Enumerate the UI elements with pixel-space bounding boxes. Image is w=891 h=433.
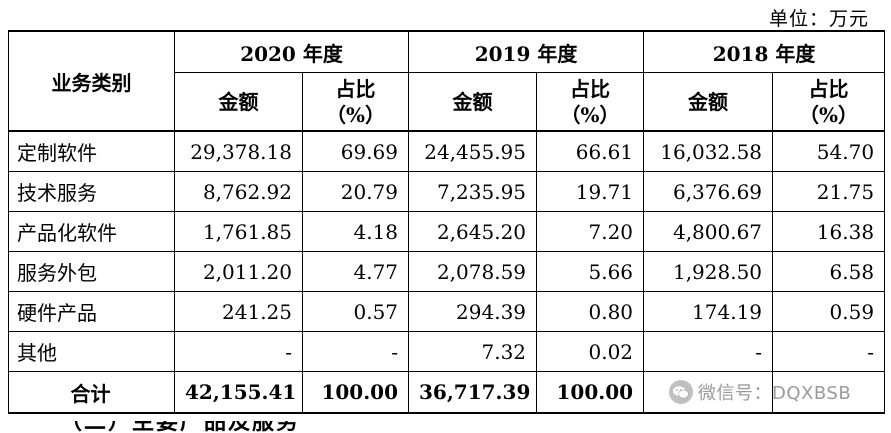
row-label: 服务外包 [8, 251, 175, 292]
year-header-2018: 2018 年度 [643, 30, 886, 73]
ratio-cell: 54.70 [772, 130, 886, 172]
ratio-header-line1: 占比 [570, 76, 611, 101]
year-header-row: 业务类别 2020 年度 2019 年度 2018 年度 [8, 30, 886, 132]
total-ratio-cell: 100.00 [301, 371, 410, 414]
ratio-cell: 5.66 [536, 251, 645, 292]
amount-cell: 8,762.92 [174, 171, 303, 212]
table-row: 硬件产品 241.25 0.57 294.39 0.80 174.19 0.59 [8, 291, 886, 332]
ratio-header-line1: 占比 [335, 76, 376, 101]
next-section-heading: （二）主要产品及服务 [60, 421, 300, 433]
next-section-heading-cutoff: （二）主要产品及服务 [60, 421, 300, 433]
ratio-header: 占比 （%） [536, 72, 645, 132]
table-row: 服务外包 2,011.20 4.77 2,078.59 5.66 1,928.5… [8, 251, 886, 292]
ratio-cell: 0.80 [536, 291, 645, 332]
table-row: 产品化软件 1,761.85 4.18 2,645.20 7.20 4,800.… [8, 211, 886, 252]
ratio-header-line1: 占比 [808, 76, 849, 101]
ratio-cell: 19.71 [536, 171, 645, 212]
total-amount-cell: 36,717.39 [408, 371, 538, 414]
ratio-header: 占比 （%） [301, 72, 410, 132]
ratio-header-line2: （%） [326, 102, 386, 127]
total-label: 合计 [8, 371, 175, 414]
amount-cell: 6,376.69 [643, 171, 774, 212]
total-row: 合计 42,155.41 100.00 36,717.39 100.00 [8, 371, 886, 414]
amount-cell: 16,032.58 [643, 130, 774, 172]
amount-cell: 2,645.20 [408, 211, 538, 252]
year-header-2020: 2020 年度 [173, 30, 410, 73]
ratio-cell: 16.38 [772, 211, 886, 252]
amount-cell: 7,235.95 [408, 171, 538, 212]
ratio-cell: 69.69 [301, 130, 410, 172]
ratio-cell: - [301, 331, 410, 372]
row-label: 技术服务 [8, 171, 175, 212]
table-row: 其他 - - 7.32 0.02 - - [8, 331, 886, 372]
total-ratio-cell: 100.00 [536, 371, 645, 414]
table-row: 技术服务 8,762.92 20.79 7,235.95 19.71 6,376… [8, 171, 886, 212]
amount-cell: 2,078.59 [408, 251, 538, 292]
row-label: 其他 [8, 331, 175, 372]
category-header: 业务类别 [8, 30, 175, 132]
table-row: 定制软件 29,378.18 69.69 24,455.95 66.61 16,… [8, 130, 886, 172]
amount-cell: 24,455.95 [408, 130, 538, 172]
ratio-cell: 6.58 [772, 251, 886, 292]
ratio-header: 占比 （%） [772, 72, 886, 132]
ratio-cell: 7.20 [536, 211, 645, 252]
amount-cell: - [174, 331, 303, 372]
ratio-cell: 0.57 [301, 291, 410, 332]
row-label: 定制软件 [8, 130, 175, 172]
ratio-cell: 4.18 [301, 211, 410, 252]
revenue-table: 业务类别 2020 年度 2019 年度 2018 年度 金额 占比 （%） 金额… [8, 30, 886, 414]
ratio-cell: 0.02 [536, 331, 645, 372]
total-amount-cell: 42,155.41 [174, 371, 303, 414]
amount-header: 金额 [643, 72, 774, 132]
amount-cell: 29,378.18 [174, 130, 303, 172]
amount-cell: 174.19 [643, 291, 774, 332]
ratio-cell: 4.77 [301, 251, 410, 292]
ratio-cell: 0.59 [772, 291, 886, 332]
amount-cell: 7.32 [408, 331, 538, 372]
amount-cell: 4,800.67 [643, 211, 774, 252]
total-amount-cell [643, 371, 774, 414]
amount-cell: 2,011.20 [174, 251, 303, 292]
year-header-2019: 2019 年度 [408, 30, 645, 73]
ratio-cell: 21.75 [772, 171, 886, 212]
total-ratio-cell [772, 371, 886, 414]
ratio-cell: - [772, 331, 886, 372]
unit-label: 单位：万元 [768, 8, 869, 30]
amount-cell: - [643, 331, 774, 372]
ratio-header-line2: （%） [799, 102, 859, 127]
column-header-row: 金额 占比 （%） 金额 占比 （%） 金额 占比 （%） [8, 72, 886, 132]
amount-header: 金额 [174, 72, 303, 132]
ratio-cell: 66.61 [536, 130, 645, 172]
amount-cell: 294.39 [408, 291, 538, 332]
amount-cell: 1,928.50 [643, 251, 774, 292]
row-label: 产品化软件 [8, 211, 175, 252]
amount-cell: 241.25 [174, 291, 303, 332]
row-label: 硬件产品 [8, 291, 175, 332]
ratio-cell: 20.79 [301, 171, 410, 212]
amount-header: 金额 [408, 72, 538, 132]
ratio-header-line2: （%） [560, 102, 620, 127]
amount-cell: 1,761.85 [174, 211, 303, 252]
